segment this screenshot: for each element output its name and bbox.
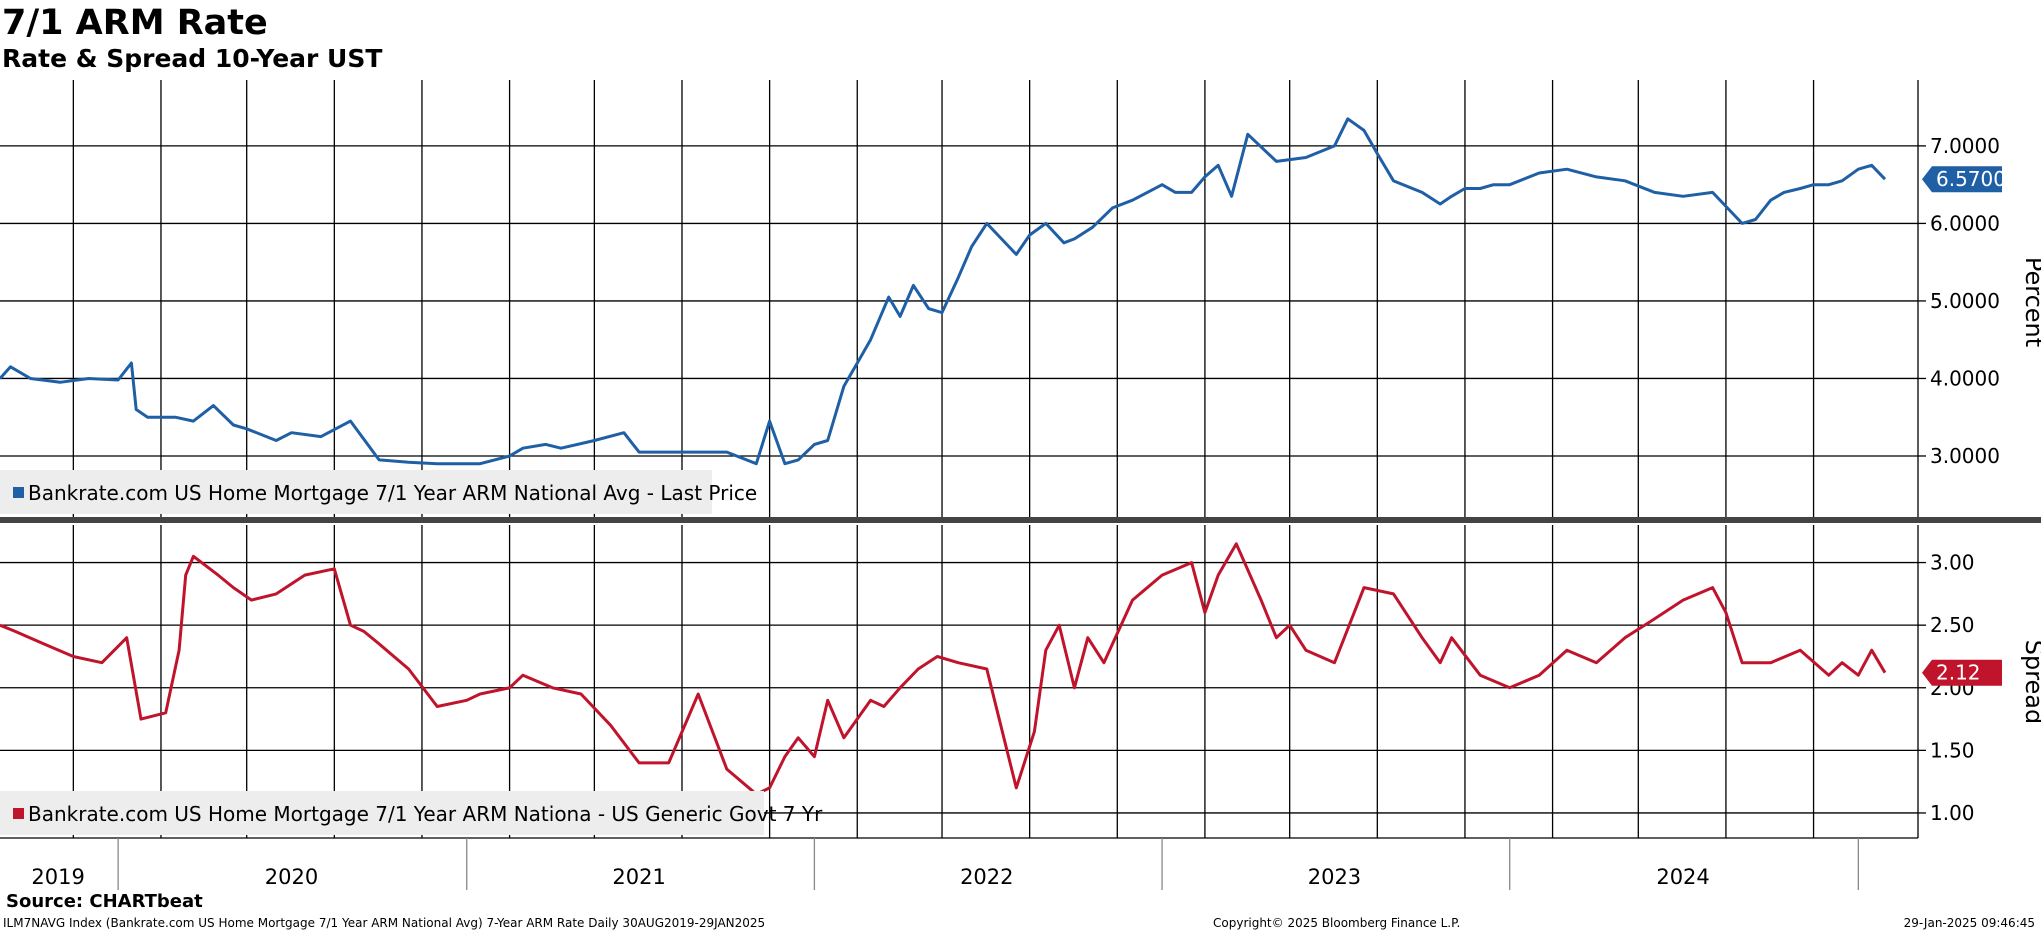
last-value-label: 2.12 (1936, 661, 1981, 685)
last-value-flag (1922, 166, 2002, 193)
y-tick-label: 3.00 (1930, 551, 1975, 575)
legend-label: Bankrate.com US Home Mortgage 7/1 Year A… (28, 481, 757, 505)
x-tick-label: 2021 (612, 865, 665, 889)
x-tick-label: 2023 (1308, 865, 1361, 889)
y-tick-label: 5.0000 (1930, 289, 2000, 313)
y-axis-title: Spread (2020, 640, 2041, 725)
legend-box (0, 470, 712, 514)
y-tick-label: 2.50 (1930, 613, 1975, 637)
last-value-label: 6.5700 (1936, 167, 2006, 191)
legend-box (0, 791, 764, 835)
spread-panel: 1.001.502.002.503.00Spread2.12Bankrate.c… (0, 525, 2041, 838)
y-tick-label: 3.0000 (1930, 444, 2000, 468)
y-tick-label: 7.0000 (1930, 134, 2000, 158)
x-tick-label: 2024 (1656, 865, 1709, 889)
chart-title: 7/1 ARM Rate (2, 3, 268, 43)
legend-swatch (13, 808, 24, 819)
rate-panel: 3.0000 4.0000 5.0000 6.0000 7.0000 Percent 6.5… (0, 80, 2041, 518)
spread-series-line (0, 542, 1887, 796)
vertical-grid (72, 80, 1815, 838)
chart-subtitle: Rate & Spread 10-Year UST (2, 44, 383, 73)
panel-separator (0, 517, 2041, 523)
last-value-flag (1922, 659, 2002, 686)
y-tick-label: 4.0000 (1930, 366, 2000, 390)
y-axis-title: Percent (2020, 257, 2041, 347)
source-label: Source: CHARTbeat (6, 891, 203, 912)
y-tick-label: 1.00 (1930, 801, 1975, 825)
rate-series-line (0, 117, 1887, 466)
copyright-notice: Copyright© 2025 Bloomberg Finance L.P. (1213, 916, 1461, 930)
x-tick-label: 2022 (960, 865, 1013, 889)
x-tick-label: 2019 (31, 865, 84, 889)
timestamp: 29-Jan-2025 09:46:45 (1903, 916, 2035, 930)
y-tick-label: 6.0000 (1930, 211, 2000, 235)
x-tick-label: 2020 (265, 865, 318, 889)
x-axis: 2019 2020 2021 2022 2023 2024 (0, 837, 1918, 890)
legend-label: Bankrate.com US Home Mortgage 7/1 Year A… (28, 802, 823, 826)
legend-swatch (13, 487, 24, 498)
y-tick-label: 1.50 (1930, 738, 1975, 762)
index-description: ILM7NAVG Index (Bankrate.com US Home Mor… (3, 916, 766, 930)
